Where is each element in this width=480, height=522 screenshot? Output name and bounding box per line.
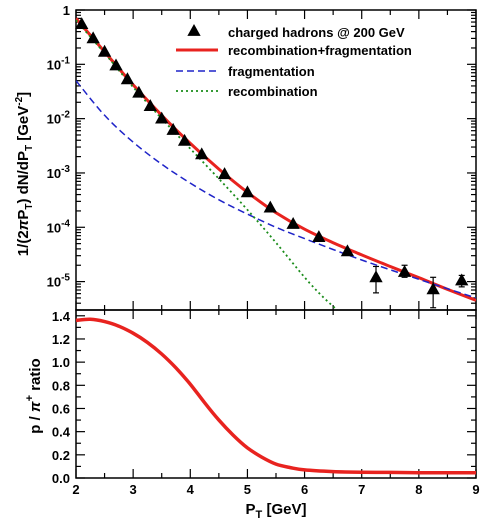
spectrum-panel: 1 10-1 10-2 10-3 10-4 10-5 1/(2πPT) dN/dPT [Ge… bbox=[14, 3, 477, 311]
data-point bbox=[369, 270, 383, 283]
data-point bbox=[426, 282, 440, 295]
fragmentation-curve bbox=[76, 80, 476, 299]
bottom-y-tick-label: 0.4 bbox=[52, 425, 71, 440]
data-point bbox=[97, 44, 112, 57]
x-tick-label: 2 bbox=[72, 482, 79, 497]
ratio-curve bbox=[75, 317, 476, 475]
data-point bbox=[132, 85, 146, 98]
data-point bbox=[286, 216, 300, 229]
bottom-y-tick-label: 0.2 bbox=[52, 448, 70, 463]
top-y-tick-label: 10-2 bbox=[47, 110, 71, 127]
total-curve bbox=[76, 17, 476, 302]
top-y-tick-label: 1 bbox=[63, 3, 70, 18]
top-y-tick-label: 10-5 bbox=[47, 273, 71, 290]
x-axis-title: PT [GeV] bbox=[246, 501, 307, 521]
x-tick-label: 3 bbox=[130, 482, 137, 497]
data-point bbox=[155, 111, 169, 124]
legend-marker-triangle bbox=[187, 24, 201, 36]
x-tick-label: 6 bbox=[301, 482, 308, 497]
top-y-tick-label: 10-1 bbox=[47, 55, 71, 72]
x-tick-label: 8 bbox=[415, 482, 422, 497]
x-tick-label: 5 bbox=[244, 482, 251, 497]
legend-label: recombination+fragmentation bbox=[228, 43, 412, 58]
data-point bbox=[109, 58, 123, 71]
data-point bbox=[263, 200, 277, 213]
x-tick-label: 7 bbox=[358, 482, 365, 497]
bottom-y-tick-label: 0.6 bbox=[52, 401, 70, 416]
data-point bbox=[143, 99, 157, 112]
data-point bbox=[86, 31, 100, 44]
top-y-tick-label: 10-4 bbox=[47, 218, 71, 235]
data-point bbox=[177, 133, 192, 146]
data-point bbox=[217, 167, 232, 180]
top-y-tick-label: 10-3 bbox=[47, 164, 71, 181]
data-point bbox=[397, 265, 412, 277]
data-point bbox=[340, 244, 355, 257]
data-point bbox=[312, 230, 326, 242]
legend-label: charged hadrons @ 200 GeV bbox=[228, 25, 405, 40]
bottom-y-tick-label: 0.8 bbox=[52, 378, 70, 393]
legend-label: fragmentation bbox=[228, 64, 315, 79]
bottom-y-tick-label: 1.0 bbox=[52, 355, 70, 370]
data-point bbox=[195, 147, 209, 160]
bottom-y-axis-title: p / π+ ratio bbox=[24, 358, 44, 433]
data-point bbox=[75, 17, 89, 30]
bottom-y-tick-label: 0.0 bbox=[52, 471, 70, 486]
ratio-panel: 0.0 0.2 0.4 0.6 0.8 1.0 1.2 1.4 2 3 4 5 6 7 8 9 p / π+ r… bbox=[24, 309, 480, 521]
data-point bbox=[240, 185, 255, 198]
x-tick-label: 9 bbox=[472, 482, 479, 497]
data-point bbox=[455, 273, 469, 286]
legend: charged hadrons @ 200 GeV recombination+f… bbox=[176, 24, 412, 99]
bottom-y-tick-label: 1.4 bbox=[52, 309, 71, 324]
x-tick-label: 4 bbox=[187, 482, 195, 497]
bottom-y-tick-label: 1.2 bbox=[52, 332, 70, 347]
data-point bbox=[120, 72, 135, 85]
data-point bbox=[166, 122, 180, 135]
top-y-axis-title: 1/(2πPT) dN/dPT [GeV-2] bbox=[14, 92, 35, 256]
legend-label: recombination bbox=[228, 84, 318, 99]
